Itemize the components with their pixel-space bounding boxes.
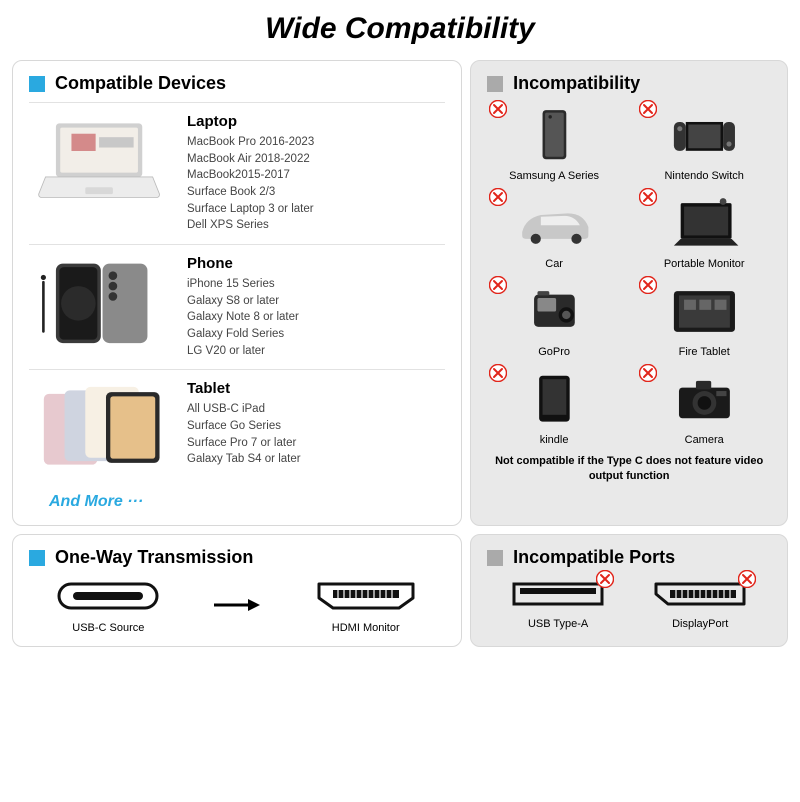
category-items: All USB-C iPad Surface Go Series Surface… bbox=[187, 401, 301, 468]
category-title: Phone bbox=[187, 255, 299, 272]
category-items: MacBook Pro 2016-2023 MacBook Air 2018-2… bbox=[187, 134, 314, 234]
x-icon bbox=[489, 276, 507, 294]
x-icon bbox=[596, 570, 614, 588]
category-title: Laptop bbox=[187, 113, 314, 130]
incompatible-ports-panel: Incompatible Ports USB Type-A bbox=[470, 534, 788, 647]
arrow-icon bbox=[212, 597, 262, 613]
incompatible-ports-heading: Incompatible Ports bbox=[513, 547, 675, 568]
compatible-heading: Compatible Devices bbox=[55, 73, 226, 94]
incompatible-panel: Incompatibility Samsung A Series Nintend… bbox=[470, 60, 788, 526]
incompat-samsung-a: Samsung A Series bbox=[487, 102, 621, 182]
transmission-panel: One-Way Transmission USB-C Source bbox=[12, 534, 462, 647]
incompatible-heading: Incompatibility bbox=[513, 73, 640, 94]
usb-c-port: USB-C Source bbox=[53, 576, 163, 634]
incompat-camera: Camera bbox=[637, 366, 771, 446]
category-row-tablet: Tablet All USB-C iPad Surface Go Series … bbox=[29, 369, 445, 485]
displayport-port: DisplayPort bbox=[650, 576, 750, 630]
category-title: Tablet bbox=[187, 380, 301, 397]
category-row-phone: Phone iPhone 15 Series Galaxy S8 or late… bbox=[29, 244, 445, 369]
incompat-portable-monitor: Portable Monitor bbox=[637, 190, 771, 270]
tablet-illustration bbox=[29, 380, 169, 475]
incompat-gopro: GoPro bbox=[487, 278, 621, 358]
hdmi-port: HDMI Monitor bbox=[311, 576, 421, 634]
x-icon bbox=[489, 188, 507, 206]
blue-square-icon bbox=[29, 550, 45, 566]
blue-square-icon bbox=[29, 76, 45, 92]
category-row-laptop: Laptop MacBook Pro 2016-2023 MacBook Air… bbox=[29, 102, 445, 244]
transmission-heading: One-Way Transmission bbox=[55, 547, 253, 568]
x-icon bbox=[489, 364, 507, 382]
gray-square-icon bbox=[487, 76, 503, 92]
usb-a-port: USB Type-A bbox=[508, 576, 608, 630]
incompat-car: Car bbox=[487, 190, 621, 270]
compatible-panel: Compatible Devices Laptop MacBook Pro 20… bbox=[12, 60, 462, 526]
gray-square-icon bbox=[487, 550, 503, 566]
x-icon bbox=[639, 276, 657, 294]
incompat-fire-tablet: Fire Tablet bbox=[637, 278, 771, 358]
page-title: Wide Compatibility bbox=[12, 12, 788, 46]
phone-illustration bbox=[29, 255, 169, 350]
x-icon bbox=[639, 188, 657, 206]
incompat-kindle: kindle bbox=[487, 366, 621, 446]
x-icon bbox=[489, 100, 507, 118]
category-items: iPhone 15 Series Galaxy S8 or later Gala… bbox=[187, 276, 299, 359]
x-icon bbox=[738, 570, 756, 588]
and-more: And More ··· bbox=[49, 493, 445, 511]
x-icon bbox=[639, 364, 657, 382]
incompat-switch: Nintendo Switch bbox=[637, 102, 771, 182]
incompat-disclaimer: Not compatible if the Type C does not fe… bbox=[487, 454, 771, 484]
x-icon bbox=[639, 100, 657, 118]
laptop-illustration bbox=[29, 113, 169, 208]
